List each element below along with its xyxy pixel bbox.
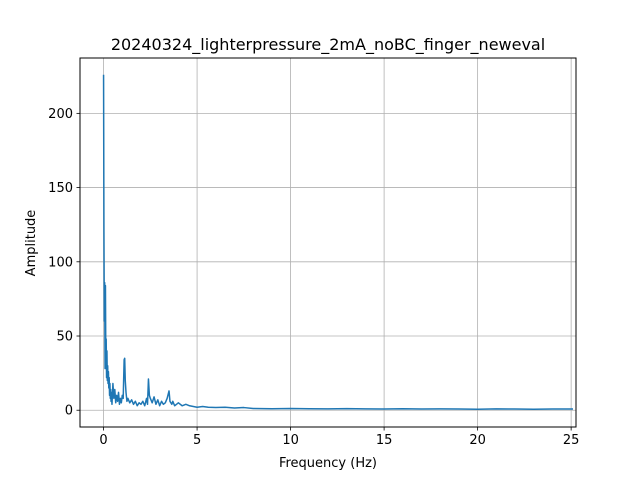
chart-title: 20240324_lighterpressure_2mA_noBC_finger… (111, 35, 545, 55)
y-tick-label: 200 (48, 107, 73, 122)
y-tick-label: 100 (48, 255, 73, 270)
grid (80, 58, 576, 427)
x-axis-ticks: 0 5 10 15 20 25 (99, 427, 579, 448)
x-tick-label: 10 (282, 433, 299, 448)
series-layer (102, 74, 574, 410)
series-line (102, 74, 574, 410)
x-axis-label: Frequency (Hz) (279, 456, 377, 471)
y-axis-label: Amplitude (24, 210, 39, 277)
y-tick-label: 0 (65, 404, 73, 419)
x-tick-label: 5 (193, 433, 201, 448)
x-tick-label: 0 (99, 433, 107, 448)
y-tick-label: 50 (56, 330, 73, 345)
x-tick-label: 15 (376, 433, 393, 448)
y-tick-label: 150 (48, 181, 73, 196)
plot-frame (79, 57, 577, 428)
y-axis-ticks: 0 50 100 150 200 (48, 107, 80, 419)
x-tick-label: 20 (469, 433, 486, 448)
x-tick-label: 25 (563, 433, 580, 448)
